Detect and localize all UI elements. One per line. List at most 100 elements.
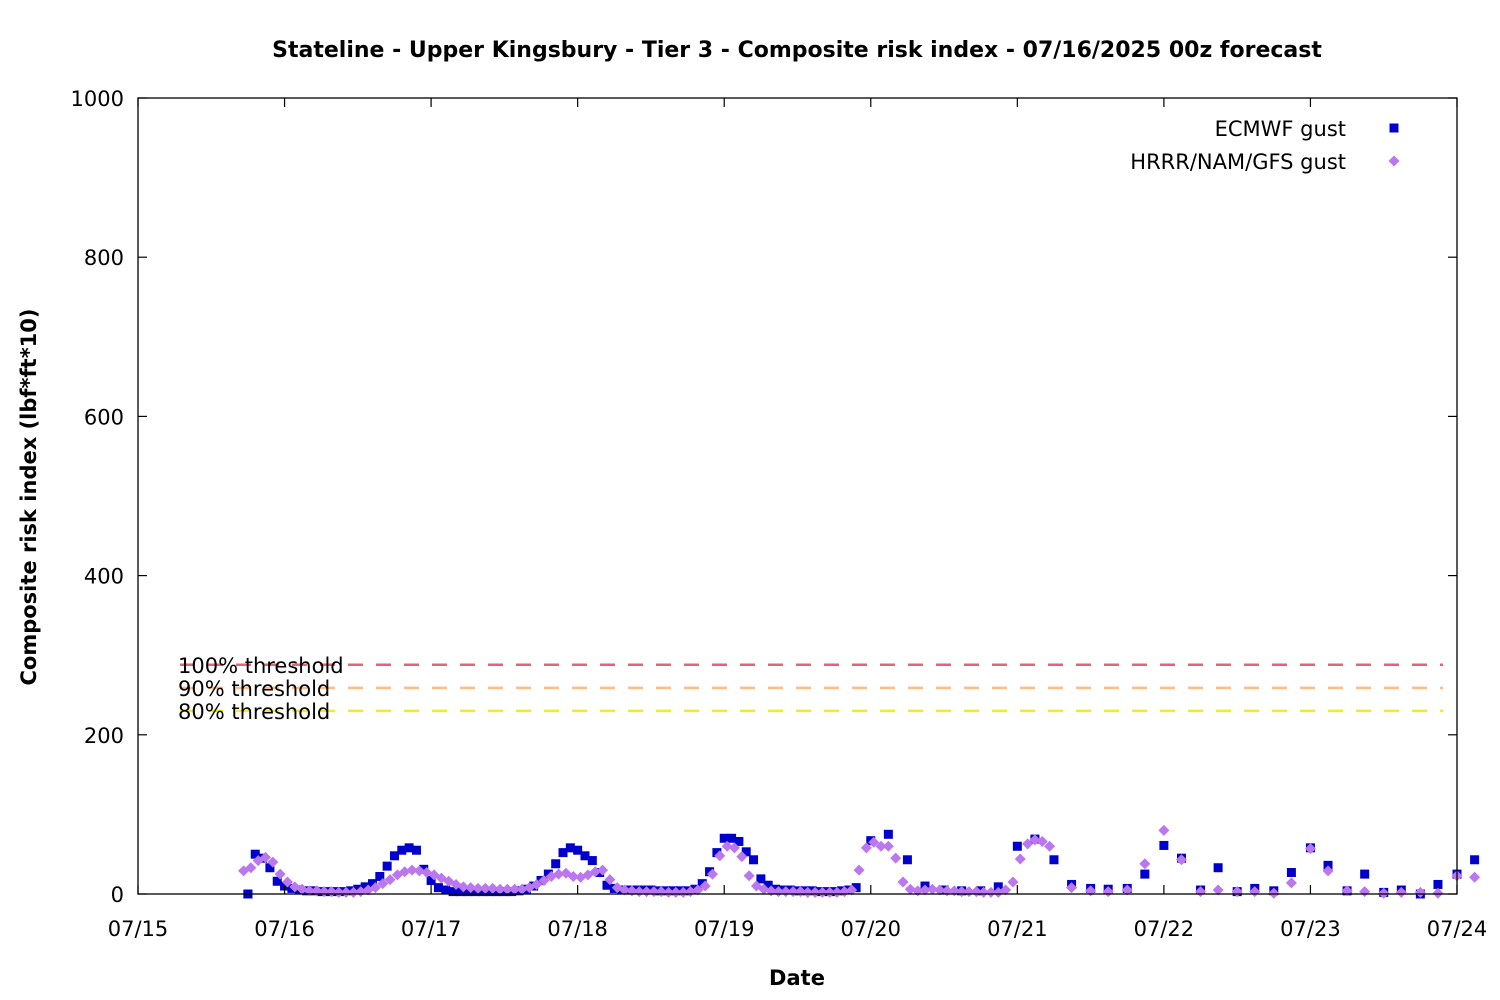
data-point (1322, 865, 1334, 877)
data-point (934, 884, 946, 896)
data-point (333, 886, 345, 898)
data-point (1158, 824, 1170, 836)
data-series (238, 824, 1481, 899)
data-point (721, 840, 733, 852)
axis-ticks: 07/15 07/16 07/17 07/18 07/19 07/20 07/21 07/22… (71, 87, 1488, 941)
data-point (250, 849, 260, 859)
data-point (1000, 884, 1012, 896)
data-point (597, 864, 609, 876)
data-point (485, 887, 495, 897)
data-point (1049, 855, 1059, 865)
data-point (1007, 876, 1019, 888)
y-tick-label: 800 (84, 246, 124, 270)
data-point (558, 848, 568, 858)
data-point (663, 886, 675, 898)
data-point (890, 852, 902, 864)
data-point (472, 882, 484, 894)
y-tick-label: 0 (111, 883, 124, 907)
data-point (509, 883, 521, 895)
x-tick-label: 07/21 (987, 917, 1048, 941)
data-point (377, 878, 389, 890)
data-point (1395, 886, 1407, 898)
data-point (265, 863, 275, 873)
data-point (758, 883, 770, 895)
data-point (978, 886, 990, 898)
data-point (399, 866, 411, 878)
x-tick-label: 07/19 (694, 917, 755, 941)
data-point (1433, 879, 1443, 889)
data-point (719, 833, 729, 843)
data-point (714, 850, 726, 862)
data-point (993, 882, 1003, 892)
legend: ECMWF gust HRRR/NAM/GFS gust (1130, 117, 1400, 174)
data-point (565, 843, 575, 853)
data-point (712, 848, 722, 858)
x-axis-label: Date (769, 966, 825, 990)
threshold-label: 80% threshold (178, 700, 330, 724)
data-point (501, 883, 513, 895)
data-point (1175, 854, 1187, 866)
legend-marker (1389, 123, 1399, 133)
data-point (1285, 877, 1297, 889)
data-point (604, 874, 616, 886)
data-point (567, 870, 579, 882)
data-point (551, 859, 561, 869)
data-point (360, 882, 370, 892)
data-point (260, 851, 272, 863)
legend-marker (1388, 155, 1400, 167)
data-point (589, 866, 601, 878)
data-point (670, 886, 682, 898)
data-point (384, 874, 396, 886)
data-point (734, 836, 744, 846)
data-point (281, 876, 293, 888)
data-point (1359, 886, 1371, 898)
data-point (347, 886, 359, 898)
data-point (369, 882, 381, 894)
data-point (404, 843, 414, 853)
data-point (1121, 884, 1133, 896)
data-point (538, 874, 550, 886)
data-point (477, 887, 487, 897)
data-point (619, 884, 631, 896)
data-point (531, 878, 543, 890)
y-tick-label: 600 (84, 405, 124, 429)
data-point (824, 886, 836, 898)
data-point (441, 885, 451, 895)
data-point (245, 862, 257, 874)
data-point (756, 874, 766, 884)
data-point (455, 887, 465, 897)
data-point (1139, 858, 1151, 870)
data-point (1323, 860, 1333, 870)
y-tick-label: 400 (84, 565, 124, 589)
data-point (470, 887, 480, 897)
data-point (1469, 871, 1481, 883)
x-tick-label: 07/17 (401, 917, 462, 941)
data-point (816, 886, 828, 898)
data-point (1414, 886, 1426, 898)
data-point (692, 884, 704, 896)
data-point (985, 886, 997, 898)
series-0 (243, 829, 1480, 899)
x-tick-label: 07/24 (1427, 917, 1488, 941)
legend-label: HRRR/NAM/GFS gust (1130, 150, 1346, 174)
y-tick-label: 1000 (71, 87, 124, 111)
data-point (882, 840, 894, 852)
data-point (741, 847, 751, 857)
data-point (699, 880, 711, 892)
threshold-label: 100% threshold (178, 654, 344, 678)
data-point (1022, 838, 1034, 850)
x-tick-label: 07/18 (547, 917, 608, 941)
data-point (406, 864, 418, 876)
data-point (728, 842, 740, 854)
data-point (904, 883, 916, 895)
data-point (1213, 863, 1223, 873)
data-point (274, 868, 286, 880)
data-point (419, 864, 429, 874)
data-point (1360, 869, 1370, 879)
data-point (1304, 843, 1316, 855)
x-tick-label: 07/23 (1280, 917, 1341, 941)
data-point (272, 876, 282, 886)
data-point (919, 884, 931, 896)
